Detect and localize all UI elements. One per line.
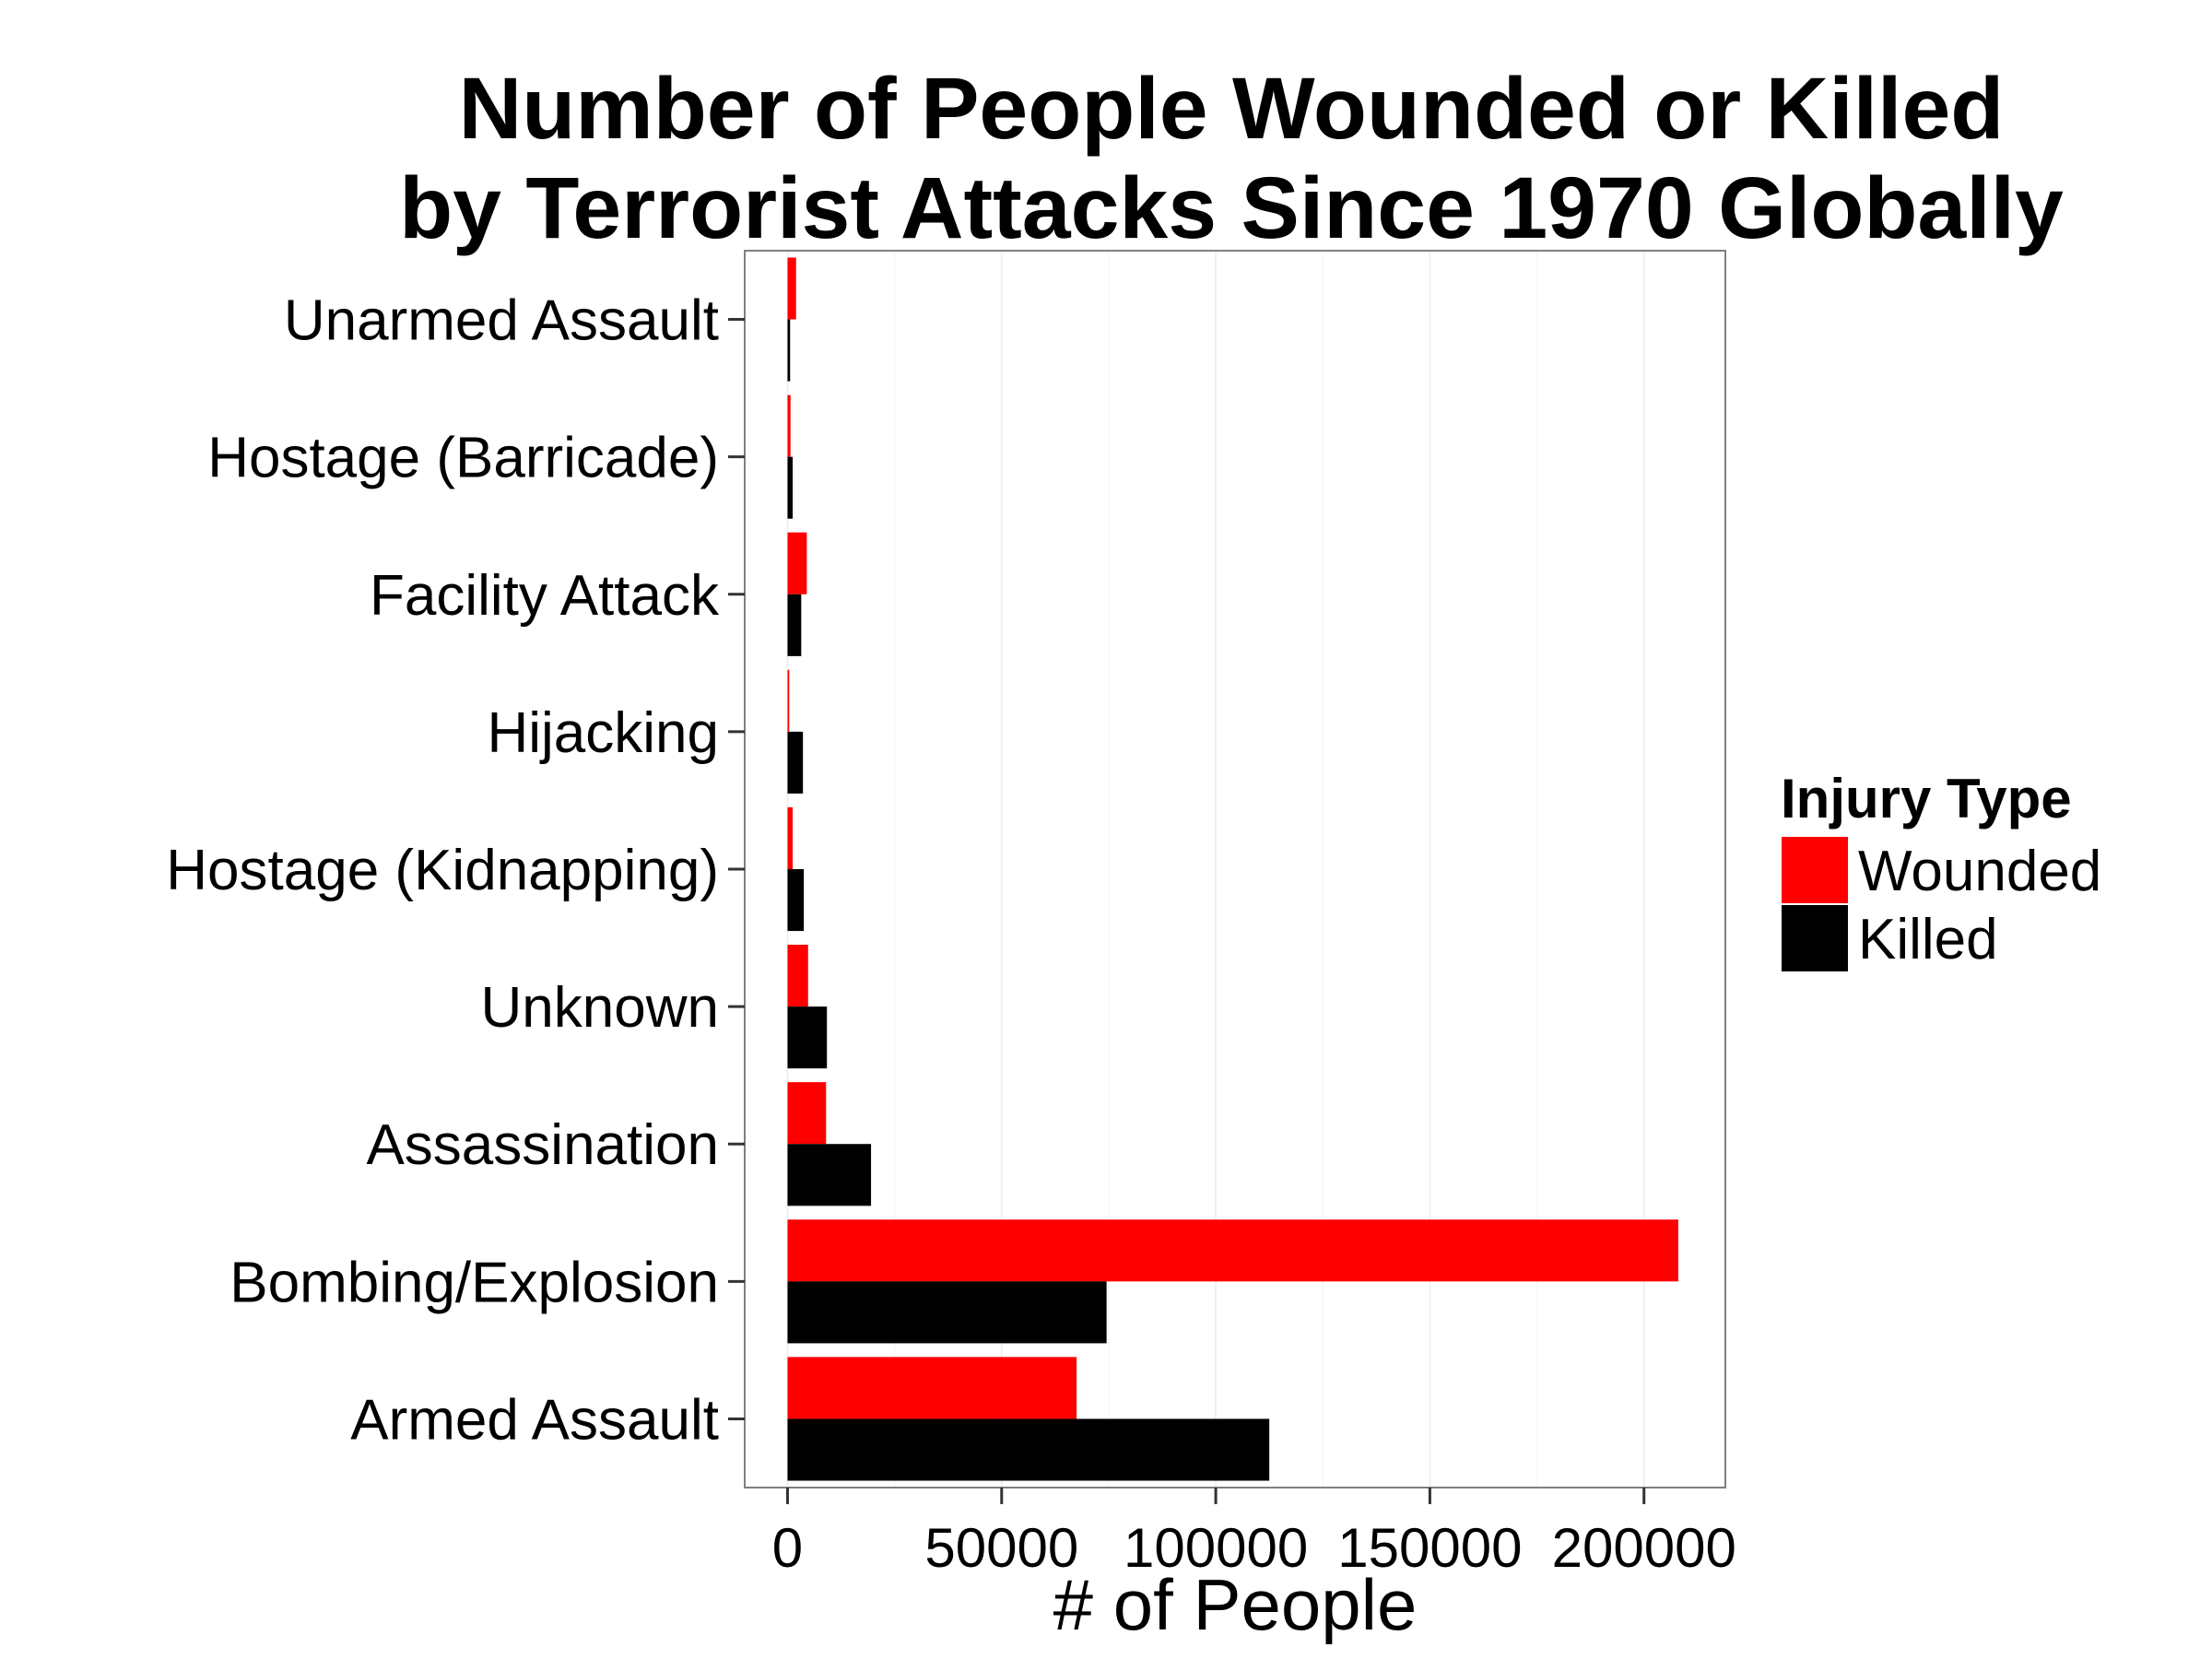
grid — [786, 251, 1645, 1488]
y-tick-label: Bombing/Explosion — [229, 1251, 719, 1314]
y-tick-label: Hostage (Barricade) — [207, 427, 719, 490]
bars — [787, 257, 1678, 1481]
chart-title-line-1: Number of People Wounded or Killed — [459, 60, 2005, 158]
bar-killed — [787, 594, 802, 656]
y-tick-label: Facility Attack — [370, 564, 720, 628]
y-tick-label: Unarmed Assault — [284, 289, 719, 353]
bar-killed — [787, 456, 794, 519]
bar-wounded — [787, 806, 794, 869]
bar-wounded — [787, 945, 808, 1007]
legend-label-killed: Killed — [1858, 908, 1998, 971]
y-tick-label: Unknown — [481, 976, 719, 1040]
bar-killed — [787, 1418, 1270, 1481]
x-tick-label: 200000 — [1552, 1517, 1736, 1579]
bar-killed — [787, 1006, 828, 1069]
y-axis: Unarmed Assault Hostage (Barricade) Facili… — [166, 289, 745, 1452]
legend-label-wounded: Wounded — [1858, 840, 2101, 903]
x-tick-label: 50000 — [924, 1517, 1078, 1579]
bar-wounded — [787, 1082, 827, 1145]
x-axis: 0 50000 100000 150000 200000 — [772, 1488, 1736, 1579]
y-tick-label: Hijacking — [487, 701, 719, 765]
bar-wounded — [787, 669, 790, 732]
chart-title: Number of People Wounded or Killed by Te… — [399, 60, 2064, 257]
y-tick-label: Hostage (Kidnapping) — [166, 839, 719, 902]
x-tick-label: 100000 — [1124, 1517, 1308, 1579]
bar-killed — [787, 731, 804, 794]
bar-wounded — [787, 532, 807, 594]
legend-title: Injury Type — [1781, 768, 2072, 830]
bar-wounded — [787, 1357, 1077, 1419]
bar-killed — [787, 1281, 1107, 1344]
legend-key-wounded — [1780, 835, 1850, 905]
y-tick-label: Armed Assault — [350, 1388, 719, 1452]
bar-killed — [787, 319, 791, 382]
x-tick-label: 0 — [772, 1517, 803, 1579]
bar-wounded — [787, 394, 791, 457]
bar-wounded — [787, 257, 796, 320]
chart-title-line-2: by Terrorist Attacks Since 1970 Globally — [399, 159, 2064, 257]
x-axis-title: # of People — [1053, 1564, 1418, 1645]
bar-killed — [787, 1144, 872, 1206]
x-tick-label: 150000 — [1337, 1517, 1522, 1579]
bar-wounded — [787, 1219, 1678, 1282]
y-tick-label: Assassination — [366, 1113, 719, 1177]
bar-killed — [787, 869, 805, 932]
legend-key-killed — [1780, 903, 1850, 973]
